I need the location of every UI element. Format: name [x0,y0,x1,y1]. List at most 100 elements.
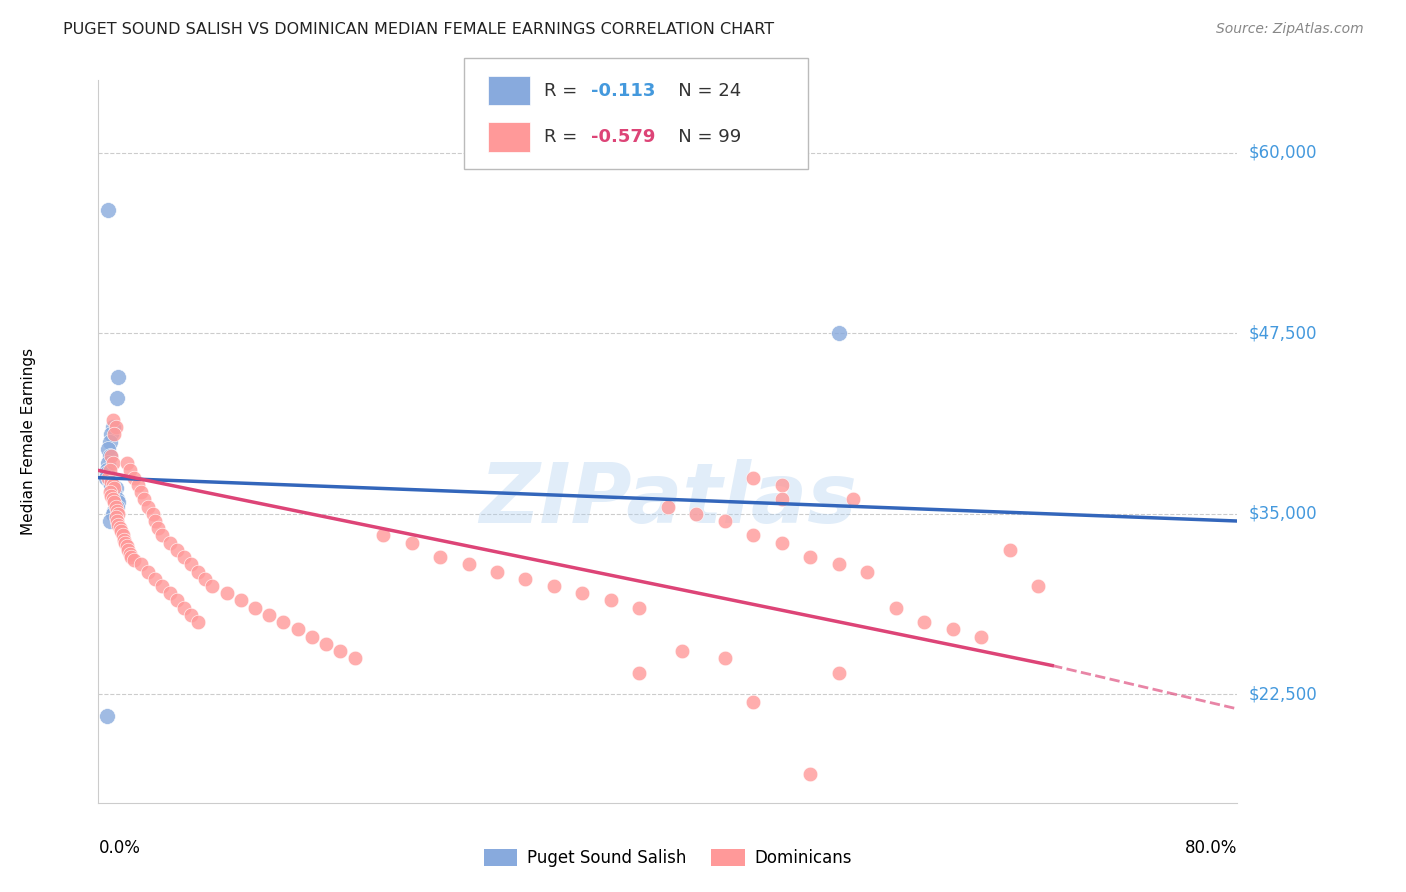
Point [215,586,238,600]
Point [742,695,765,709]
Legend: Puget Sound Salish, Dominicans: Puget Sound Salish, Dominicans [477,842,859,874]
Text: ZIPatlas: ZIPatlas [479,458,856,540]
Point [117,542,139,557]
Point [103,504,125,518]
Point [273,615,295,630]
Point [115,539,138,553]
Point [111,528,134,542]
Point [373,528,395,542]
Point [115,456,138,470]
Point [96,709,118,723]
Point [105,492,128,507]
Point [122,553,145,567]
Point [118,547,141,561]
Point [714,651,737,665]
Point [159,586,181,600]
Point [229,593,252,607]
Point [100,427,122,442]
Point [100,478,122,492]
Text: -0.113: -0.113 [591,81,655,100]
Point [152,528,174,542]
Point [98,463,121,477]
Point [105,391,128,405]
Point [543,579,565,593]
Point [145,572,167,586]
Text: $35,000: $35,000 [1249,505,1317,523]
Point [103,495,125,509]
Point [98,485,121,500]
Point [828,558,851,572]
Point [329,644,352,658]
Point [998,542,1021,557]
Point [187,565,209,579]
Point [132,492,155,507]
Point [100,490,122,504]
Point [103,427,125,442]
Point [173,600,195,615]
Point [101,478,124,492]
Point [828,665,851,680]
Point [104,509,127,524]
Text: Median Female Earnings: Median Female Earnings [21,348,35,535]
Point [107,518,129,533]
Point [301,630,323,644]
Point [101,456,124,470]
Point [129,558,152,572]
Point [714,514,737,528]
Point [136,565,159,579]
Point [96,463,118,477]
Point [100,475,122,489]
Point [112,533,135,547]
Point [136,500,159,514]
Point [104,481,127,495]
Point [97,442,120,456]
Point [98,514,121,528]
Point [194,572,217,586]
Point [187,615,209,630]
Point [1026,579,1049,593]
Point [166,542,188,557]
Point [628,600,651,615]
Point [98,434,121,449]
Text: $47,500: $47,500 [1249,324,1317,343]
Point [243,600,266,615]
Point [145,514,167,528]
Point [96,467,118,481]
Point [259,607,281,622]
Point [97,456,120,470]
Point [856,565,879,579]
Point [159,535,181,549]
Point [401,535,423,549]
Point [101,420,124,434]
Text: R =: R = [544,81,589,100]
Point [942,623,965,637]
Point [884,600,907,615]
Point [103,481,125,495]
Text: N = 99: N = 99 [661,128,741,146]
Point [180,558,202,572]
Point [429,550,451,565]
Point [98,475,121,489]
Point [101,413,124,427]
Point [770,478,793,492]
Point [657,500,679,514]
Point [108,521,131,535]
Point [287,623,309,637]
Text: PUGET SOUND SALISH VS DOMINICAN MEDIAN FEMALE EARNINGS CORRELATION CHART: PUGET SOUND SALISH VS DOMINICAN MEDIAN F… [63,22,775,37]
Point [173,550,195,565]
Point [127,478,149,492]
Point [104,420,127,434]
Point [105,500,128,514]
Text: 0.0%: 0.0% [98,838,141,857]
Point [671,644,693,658]
Point [94,471,117,485]
Point [101,492,124,507]
Point [148,521,170,535]
Point [685,507,707,521]
Point [315,637,337,651]
Point [970,630,993,644]
Point [571,586,593,600]
Point [101,507,124,521]
Point [770,535,793,549]
Point [107,369,129,384]
